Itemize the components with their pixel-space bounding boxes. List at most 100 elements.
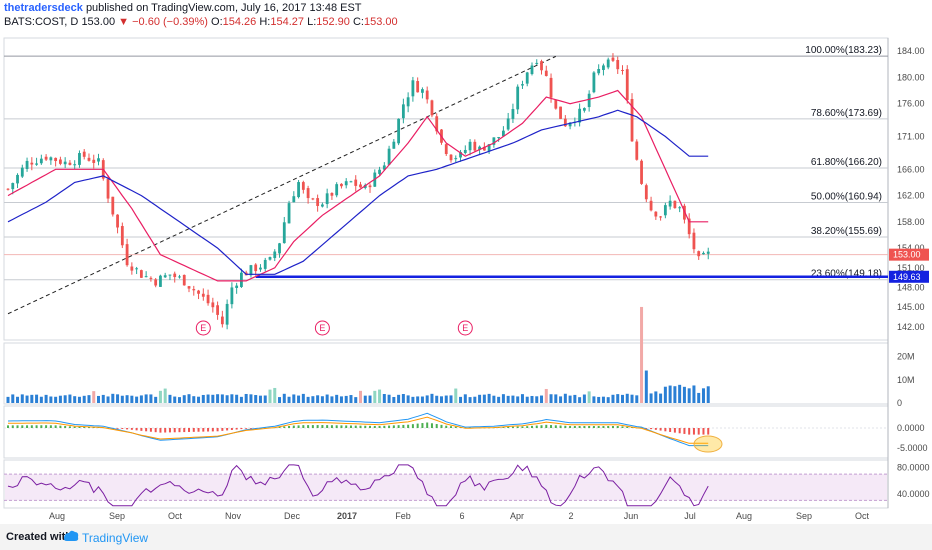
chart-canvas[interactable]: 184.00 180.00 176.00 171.00 166.00 162.00 158.… [0,0,932,524]
candle-body [78,153,81,165]
volume-pane-frame [3,342,889,405]
price-change: −0.60 (−0.39%) [132,16,208,28]
volume-bar [406,395,410,403]
macd-histogram-bar [178,428,181,433]
volume-bar [20,394,24,403]
tradingview-brand[interactable]: TradingView [82,531,149,545]
volume-bar [687,388,691,403]
macd-histogram-bar [678,428,681,434]
macd-histogram-bar [245,428,248,429]
macd-histogram-bar [216,428,219,432]
macd-histogram-bar [78,426,81,428]
price-tick-label: 176.00 [897,99,925,109]
price-tick-label: 171.00 [897,131,925,141]
volume-bar [430,393,434,403]
candle-body [163,275,167,278]
candle-body [544,70,548,76]
fib-level-label: 100.00%(183.23) [805,45,882,56]
macd-histogram-bar [21,425,24,428]
volume-bar [311,396,315,403]
macd-histogram-bar [521,426,524,428]
volume-bar [225,395,229,403]
earnings-marker-label: E [319,323,325,333]
macd-histogram-bar [597,426,600,428]
price-tick-label: 142.00 [897,322,925,332]
volume-bar [482,394,486,403]
macd-histogram-bar [278,426,281,428]
candle-body [663,205,667,216]
macd-histogram-bar [335,425,338,428]
candle-body [668,200,672,207]
volume-bar [63,395,67,403]
macd-histogram-bar [511,426,514,428]
price-tick-label: 154.00 [897,243,925,253]
high-value: 154.27 [270,16,305,28]
macd-histogram-bar [30,425,33,428]
volume-bar [144,394,148,403]
volume-bar [359,390,362,403]
macd-histogram-bar [87,427,90,428]
volume-bar [192,396,196,403]
macd-histogram-bar [707,428,710,435]
author-link[interactable]: thetradersdeck [4,2,83,14]
candle-body [82,151,86,157]
volume-bar [439,396,443,403]
candle-body [406,97,410,107]
macd-histogram-bar [383,425,386,428]
candle-body [149,277,153,279]
candle-body [187,286,191,289]
candle-body [654,211,658,217]
time-axis-label: Aug [49,511,65,521]
volume-bar [573,394,577,403]
macd-histogram-bar [359,425,362,428]
candle-body [139,270,143,278]
macd-histogram-bar [26,425,29,428]
macd-histogram-bar [407,424,410,428]
price-tick-label: 166.00 [897,164,925,174]
volume-bar [335,394,339,403]
volume-bar [535,396,539,403]
candle-body [30,162,34,165]
volume-bar [206,394,210,403]
volume-bar [325,394,329,403]
volume-bar [106,396,110,403]
volume-bar [397,394,401,403]
volume-bar [678,384,682,403]
candle-body [702,252,705,255]
volume-bar [87,395,91,403]
candle-body [325,193,329,205]
volume-bar [373,390,377,403]
macd-histogram-bar [683,428,686,434]
volume-bar [273,387,277,403]
earnings-marker [195,320,211,336]
candle-body [39,158,43,164]
volume-tick-label: 10M [897,375,915,385]
macd-histogram-bar [292,425,295,428]
footer-bar: Created with TradingView [0,524,932,550]
volume-bar [654,391,658,403]
macd-histogram-bar [402,424,405,428]
fib-level-label: 50.00%(160.94) [811,192,882,203]
volume-bar [425,395,429,403]
time-axis-label: Oct [855,511,870,521]
candle-body [525,72,529,84]
fib-level-label: 38.20%(155.69) [811,226,882,237]
candle-body [535,62,539,64]
volume-tick-label: 20M [897,352,915,362]
macd-histogram-bar [64,426,67,428]
candle-body [425,90,429,100]
macd-histogram-bar [378,426,381,428]
volume-bar [449,395,453,403]
macd-histogram-bar [573,426,576,428]
candle-body [468,141,472,151]
symbol-label[interactable]: BATS:COST, D [4,16,79,28]
volume-bar [216,394,220,403]
macd-histogram-bar [121,428,124,429]
macd-histogram-bar [578,426,581,428]
candle-body [111,196,115,215]
time-axis-label: 2017 [337,511,357,521]
volume-bar [278,397,282,403]
macd-histogram-bar [583,426,586,428]
volume-bar [168,394,172,403]
macd-histogram-bar [316,425,319,428]
